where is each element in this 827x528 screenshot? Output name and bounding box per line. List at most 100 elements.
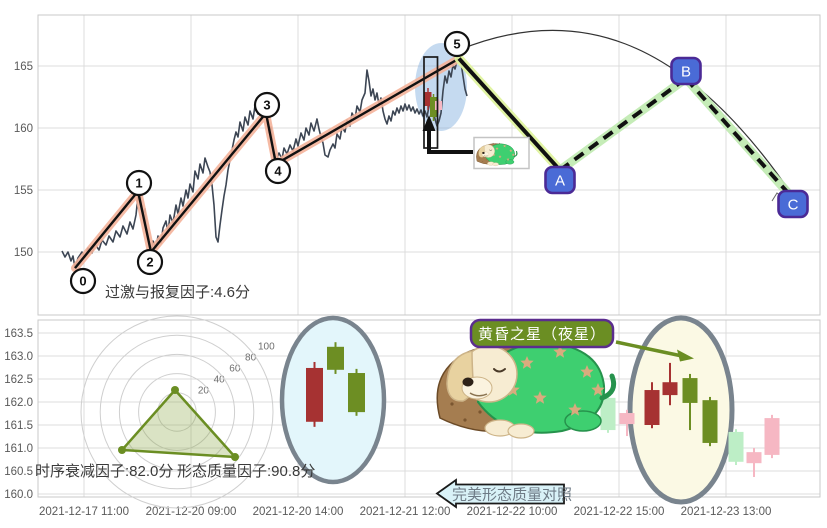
candle-body xyxy=(702,400,718,443)
wave-number-label: 1 xyxy=(135,176,142,191)
sleeping-dog-illustration xyxy=(436,338,617,439)
candle-body xyxy=(306,367,323,422)
dog-mouth xyxy=(483,155,488,157)
pattern-pointer-arrowhead xyxy=(422,115,436,131)
evening-star-callout: 黄昏之星（夜星） xyxy=(469,318,694,362)
candle-body xyxy=(327,346,344,370)
candle-body xyxy=(619,413,635,425)
radar-ring xyxy=(80,315,274,509)
evening-star-label-box xyxy=(469,318,615,349)
hind-leg xyxy=(564,410,602,432)
sleeping-dog-thumbnail xyxy=(476,142,518,166)
tail xyxy=(513,151,518,158)
radar-ring xyxy=(118,353,236,471)
forecast-letter: B xyxy=(681,64,691,81)
y-tick-label: 161.5 xyxy=(4,420,33,432)
wave-number-circle xyxy=(443,30,471,58)
y-tick-label: 160.5 xyxy=(4,466,33,478)
y-tick-label: 155 xyxy=(14,185,33,197)
y-tick-label: 150 xyxy=(14,247,33,259)
candle-body xyxy=(424,92,432,106)
candle-body xyxy=(746,452,762,464)
candle-body xyxy=(600,397,616,431)
radar-ring xyxy=(99,334,255,490)
dog-nose xyxy=(462,377,474,387)
forecast-line xyxy=(684,77,793,198)
forecast-line xyxy=(558,76,688,172)
evening-star-label: 黄昏之星（夜星） xyxy=(478,326,606,343)
forecast-letter-box xyxy=(670,56,702,86)
wave-number-circle xyxy=(264,157,292,185)
candle-body xyxy=(435,101,442,110)
dog-mouth xyxy=(469,392,488,397)
radar-ring-label: 60 xyxy=(229,364,241,375)
x-tick-label: 2021-12-22 10:00 xyxy=(467,506,558,518)
y-tick-label: 162.5 xyxy=(4,374,33,386)
candlesticks xyxy=(306,342,780,477)
forecast-letter: C xyxy=(788,197,799,214)
y-tick-label: 163.5 xyxy=(4,328,33,340)
pajama-star xyxy=(506,157,510,161)
radar-vertex xyxy=(171,386,179,394)
wave-number-label: 0 xyxy=(79,274,86,289)
y-tick-label: 163.0 xyxy=(4,351,33,363)
quality-factor-text: 形态质量因子:90.8分 xyxy=(177,463,315,480)
x-tick-label: 2021-12-23 13:00 xyxy=(681,506,772,518)
candle-body xyxy=(682,378,698,403)
radar-vertex xyxy=(118,446,126,454)
pajama-star xyxy=(553,345,567,358)
candle-body xyxy=(764,418,780,455)
time-decay-factor-text: 时序衰减因子:82.0分 xyxy=(35,463,173,480)
top-panel-border xyxy=(37,14,821,316)
dog-thumbnail-box xyxy=(473,136,530,170)
tail xyxy=(599,373,617,401)
y-tick-label: 161.0 xyxy=(4,443,33,455)
radar-ring-label: 80 xyxy=(245,353,257,364)
wave-line xyxy=(74,57,460,269)
mini-candles xyxy=(424,88,442,121)
x-tick-label: 2021-12-21 12:00 xyxy=(360,506,451,518)
candle-body xyxy=(430,97,437,117)
radar-ring-label: 20 xyxy=(198,386,210,397)
pajama-star xyxy=(580,365,594,378)
wave-number-circle xyxy=(136,248,164,276)
pattern-pointer-connector xyxy=(427,128,473,154)
y-tick-label: 160.0 xyxy=(4,489,33,501)
pajama-star xyxy=(520,356,534,369)
x-tick-label: 2021-12-20 14:00 xyxy=(253,506,344,518)
pajama-star xyxy=(511,153,515,157)
pajama-star xyxy=(533,391,547,404)
wave-number-label: 5 xyxy=(453,37,460,52)
wave-number-circle xyxy=(125,169,153,197)
dog-nose xyxy=(482,151,485,154)
radar-polygon xyxy=(120,388,237,459)
pajama-star xyxy=(498,155,502,158)
front-paw-2 xyxy=(492,162,499,166)
compare-tag-shape xyxy=(435,478,565,509)
thumbnail-dog-slot xyxy=(476,142,518,166)
closed-eye xyxy=(493,368,506,373)
pajama-star xyxy=(503,144,507,148)
wave-number-label: 2 xyxy=(146,255,153,270)
pajama-star xyxy=(568,403,582,416)
wave-number-label: 4 xyxy=(274,164,282,179)
radar-vertex xyxy=(231,453,239,461)
candle-body xyxy=(662,382,678,396)
front-paw-2 xyxy=(507,423,535,439)
wave-markers: 0 1 2 3 4 5 xyxy=(69,30,471,295)
x-tick-label: 2021-12-22 15:00 xyxy=(574,506,665,518)
y-tick-label: 162.0 xyxy=(4,397,33,409)
perfect-pattern-callout: 完美形态质量对照 xyxy=(435,478,572,509)
radar-ring-label: 40 xyxy=(214,375,226,386)
wave-glow xyxy=(71,54,463,273)
closed-eye xyxy=(489,149,493,151)
forecast-letter-box xyxy=(544,165,576,195)
forecast-markers: A B C xyxy=(544,56,809,219)
wave-number-circle xyxy=(253,91,281,119)
hind-leg xyxy=(505,159,515,165)
forecast-lines xyxy=(454,54,796,201)
evening-star-ellipse xyxy=(627,315,735,505)
